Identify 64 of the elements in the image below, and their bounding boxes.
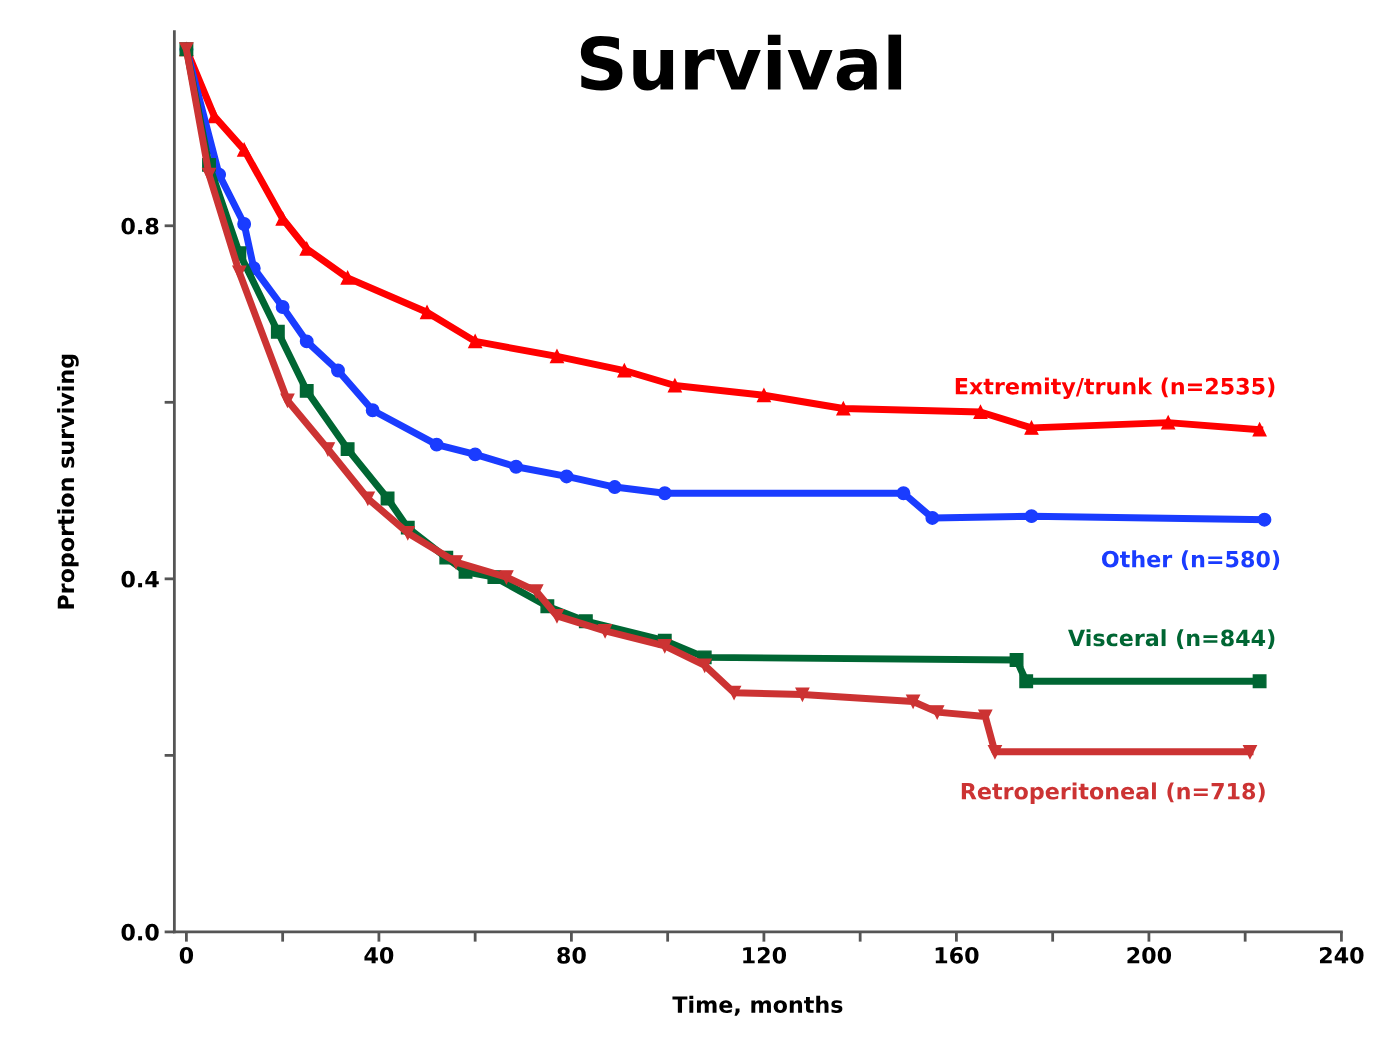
point [607,480,622,494]
series-label: Other (n=580) [1101,550,1280,571]
point [380,491,395,506]
y-axis-title: Proportion surviving [57,354,79,609]
point [275,300,290,314]
point [930,705,945,720]
point [836,401,851,416]
x-axis-title: Time, months [672,995,843,1016]
y-tick-label: 0.0 [121,923,159,941]
point [1243,744,1257,759]
point [509,459,524,474]
point [617,363,632,378]
point [1024,420,1039,435]
point [429,437,444,452]
point [1019,674,1034,689]
x-tick-label: 200 [1127,946,1172,964]
point [1252,422,1267,437]
x-tick-label: 120 [743,946,787,964]
point [1024,509,1039,524]
point [598,623,613,638]
x-tick-label: 40 [364,946,394,964]
series-label: Retroperitoneal (n=718) [961,782,1265,804]
point [270,324,285,339]
point [280,393,295,408]
series-label: Visceral (n=844) [1068,629,1275,649]
point [365,403,380,418]
point [499,570,514,585]
point [973,405,988,419]
point [340,270,355,285]
point [697,658,712,673]
point [550,349,564,364]
point [1252,674,1267,689]
point [237,142,252,157]
point [657,486,672,501]
x-tick-label: 80 [557,946,586,964]
point [468,447,483,462]
point [420,305,434,320]
x-tick-label: 240 [1319,946,1364,964]
point [925,510,940,525]
point [987,744,1002,759]
point [1257,512,1272,527]
point [232,265,247,280]
point [237,217,252,231]
point [299,334,314,349]
x-tick-label: 160 [935,946,979,964]
point [529,584,544,599]
point [331,363,345,378]
series-label: Extremity/trunk (n=2535) [955,377,1275,400]
point [667,378,682,393]
point [1161,415,1176,430]
point [559,469,574,484]
point [906,694,921,709]
chart-title: Survival [580,34,902,91]
y-tick-label: 0.8 [121,217,159,235]
point [756,388,771,403]
x-tick-label: 0 [179,946,194,964]
point [896,486,911,501]
y-tick-label: 0.4 [121,570,159,588]
point [340,442,355,457]
point [468,334,483,349]
point [299,383,314,398]
point [795,687,810,702]
point [657,638,672,653]
point [1009,653,1024,667]
